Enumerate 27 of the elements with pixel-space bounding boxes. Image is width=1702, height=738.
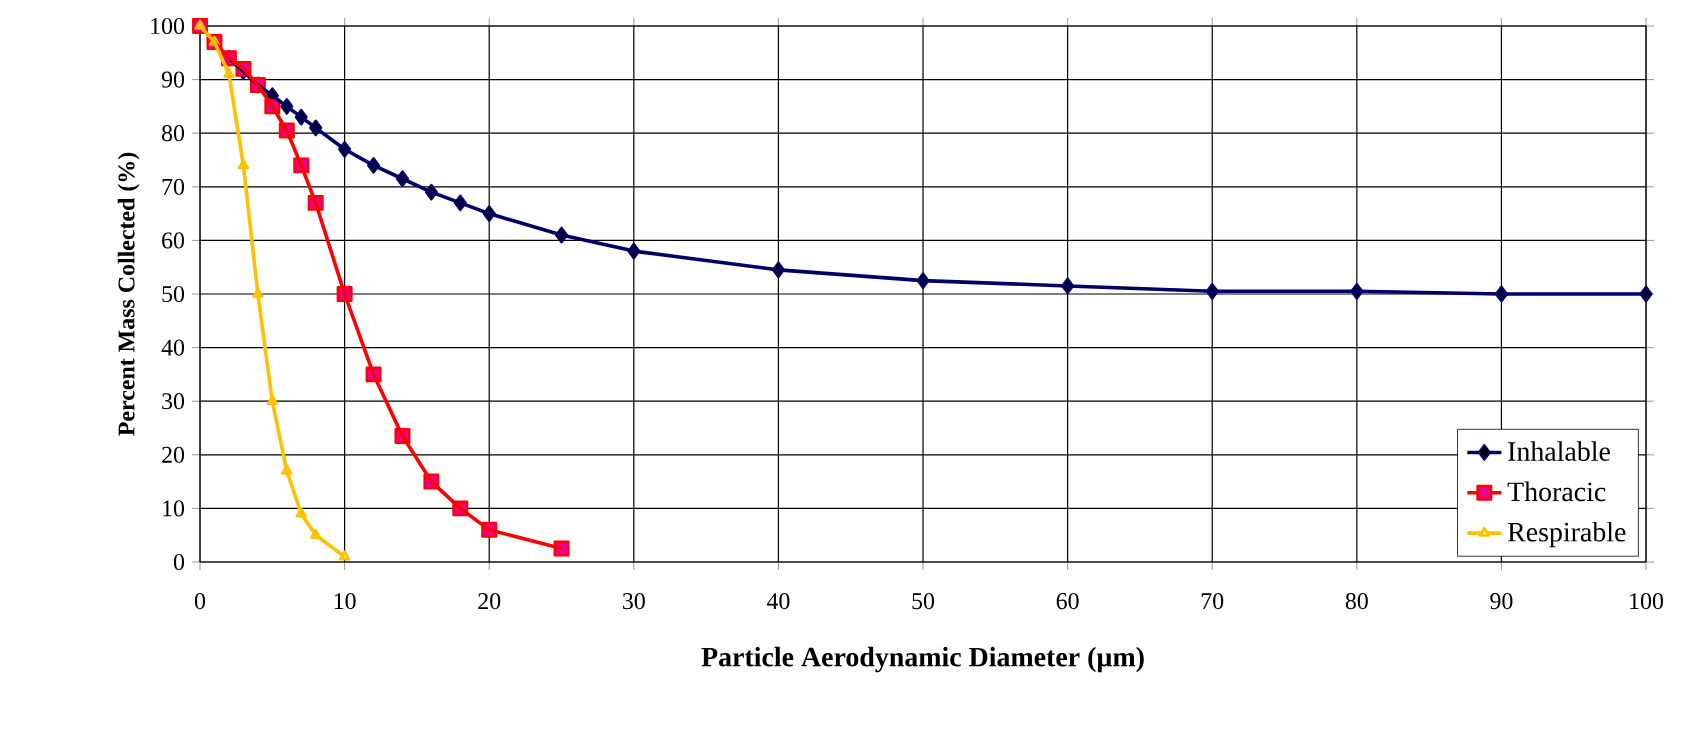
x-tick-label: 80 xyxy=(1345,593,1368,610)
y-tick-label: 0 xyxy=(173,553,185,571)
x-tick-label: 30 xyxy=(623,593,645,610)
y-tick-label: 20 xyxy=(162,446,185,463)
y-tick-label: 30 xyxy=(162,393,185,410)
y-tick-label: 90 xyxy=(161,71,185,88)
x-tick-label: 10 xyxy=(334,593,356,610)
legend-label: Respirable xyxy=(1507,521,1626,548)
x-tick-label: 60 xyxy=(1056,593,1079,610)
x-tick-label: 50 xyxy=(912,593,935,610)
x-tick-label: 100 xyxy=(1630,593,1664,610)
x-axis-title: Particle Aerodynamic Diameter (µm) xyxy=(701,646,1144,673)
y-tick-label: 40 xyxy=(161,339,185,356)
legend-label: Inhalable xyxy=(1508,441,1610,461)
y-tick-label: 100 xyxy=(151,17,185,35)
x-tick-label: 0 xyxy=(194,593,206,610)
y-tick-label: 60 xyxy=(162,232,185,249)
x-tick-label: 70 xyxy=(1201,593,1224,610)
y-tick-label: 80 xyxy=(161,125,185,142)
x-tick-label: 20 xyxy=(478,593,501,610)
y-tick-label: 70 xyxy=(162,178,185,195)
x-tick-label: 90 xyxy=(1490,593,1513,610)
x-tick-label: 40 xyxy=(766,593,790,610)
y-tick-label: 10 xyxy=(163,500,185,517)
y-tick-label: 50 xyxy=(162,285,185,303)
legend-label: Thoracic xyxy=(1507,481,1606,502)
y-axis-title: Percent Mass Collected (%) xyxy=(117,152,140,436)
